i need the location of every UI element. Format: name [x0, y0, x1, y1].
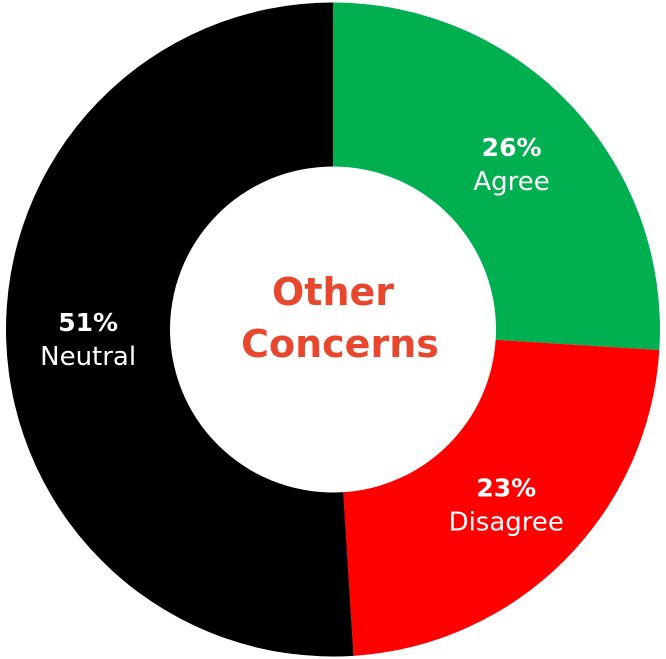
chart-title-line-1: Other [272, 270, 394, 314]
labels-layer: 26% Agree 23% Disagree 51% Neutral [40, 133, 564, 538]
slice-label-neutral: Neutral [40, 342, 136, 372]
slice-value-disagree: 23% [476, 474, 536, 503]
slice-disagree [343, 339, 660, 656]
chart-title-line-2: Concerns [241, 322, 439, 366]
slice-value-agree: 26% [482, 133, 542, 162]
slices-layer [5, 2, 660, 657]
slice-label-disagree: Disagree [449, 508, 564, 538]
slice-neutral [5, 2, 354, 657]
slice-label-agree: Agree [473, 167, 549, 197]
slice-agree [333, 2, 660, 351]
slice-value-neutral: 51% [58, 308, 118, 337]
